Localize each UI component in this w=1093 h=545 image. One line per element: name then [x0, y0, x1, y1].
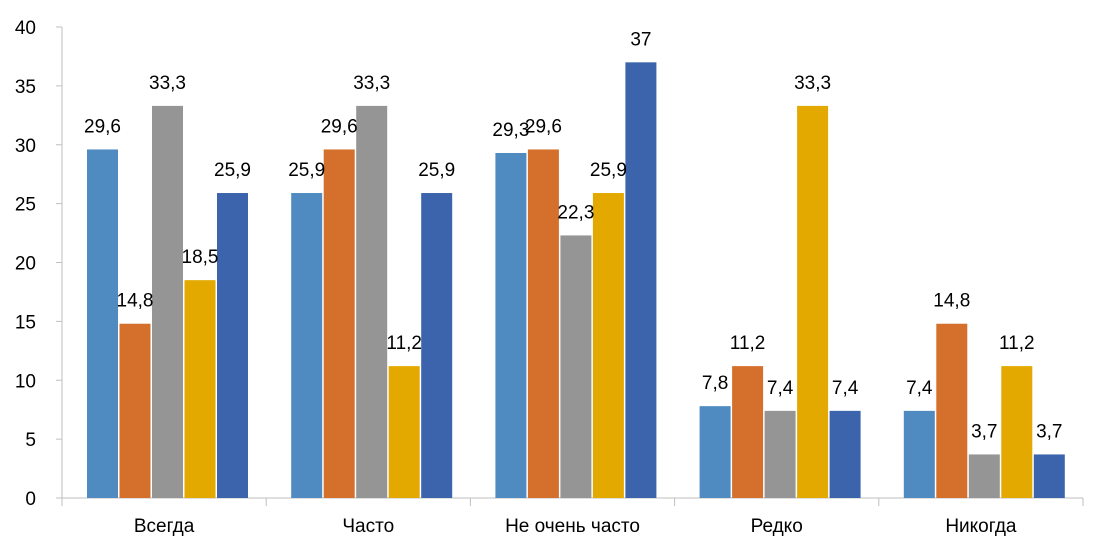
- data-label: 14,8: [933, 291, 970, 312]
- bar: [356, 105, 388, 498]
- data-label: 25,9: [590, 160, 627, 181]
- data-label: 7,4: [832, 378, 859, 399]
- y-tick-label: 0: [25, 489, 36, 510]
- data-label: 37: [630, 29, 651, 50]
- data-label: 25,9: [214, 160, 251, 181]
- x-category-label: Часто: [342, 516, 394, 537]
- y-tick-label: 40: [15, 18, 36, 39]
- x-axis: Всегда Часто Не очень часто Редко Никогда: [61, 497, 1084, 537]
- data-label: 33,3: [794, 73, 831, 94]
- bar: [829, 410, 861, 498]
- bar: [903, 410, 935, 498]
- x-category-label: Всегда: [134, 516, 195, 537]
- x-category-label: Никогда: [945, 516, 1017, 537]
- bar: [1001, 366, 1033, 498]
- data-label: 11,2: [999, 333, 1035, 354]
- bar: [1033, 454, 1065, 498]
- y-tick-label: 25: [15, 195, 36, 216]
- bar: [495, 152, 527, 498]
- y-tick-label: 30: [15, 136, 36, 157]
- bar: [699, 406, 731, 498]
- bar: [936, 323, 968, 498]
- bar: [291, 193, 323, 498]
- bar: [968, 454, 1000, 498]
- y-tick-label: 35: [15, 77, 36, 98]
- data-label: 29,3: [492, 120, 529, 141]
- y-tick-label: 20: [15, 254, 36, 275]
- bar: [152, 105, 183, 498]
- y-tick-label: 10: [15, 371, 36, 392]
- x-category-label: Не очень часто: [505, 516, 640, 537]
- data-label: 25,9: [418, 160, 455, 181]
- data-label: 7,4: [767, 378, 794, 399]
- data-label: 25,9: [288, 160, 325, 181]
- bar: [764, 410, 796, 498]
- y-tick-label: 5: [25, 430, 36, 451]
- data-label: 33,3: [149, 73, 186, 94]
- x-category-label: Редко: [751, 516, 803, 537]
- y-axis: 0 5 10 15 20 25 30 35 40: [15, 18, 63, 510]
- bar: [217, 193, 248, 498]
- data-label: 14,8: [117, 291, 154, 312]
- bars: [87, 62, 1065, 499]
- data-label: 18,5: [182, 247, 219, 268]
- bar: [527, 149, 559, 498]
- data-label: 22,3: [557, 202, 594, 223]
- bar: [119, 323, 151, 498]
- bar: [184, 280, 216, 498]
- data-label: 29,6: [84, 116, 121, 137]
- bar: [625, 62, 657, 498]
- bar: [560, 235, 592, 499]
- data-label: 7,4: [906, 378, 933, 399]
- data-label: 11,2: [386, 333, 422, 354]
- bar: [87, 149, 118, 498]
- bar: [323, 149, 355, 498]
- y-tick-label: 15: [15, 312, 36, 333]
- bar: [592, 193, 624, 498]
- data-labels: 29,6 14,8 33,3 18,5 25,9 25,9 29,6 33,3 11,2 25,9…: [84, 29, 1063, 442]
- bar: [797, 105, 829, 498]
- data-label: 33,3: [353, 73, 390, 94]
- bar: [732, 366, 764, 498]
- bar: [421, 193, 453, 498]
- data-label: 29,6: [321, 116, 358, 137]
- data-label: 3,7: [971, 421, 997, 442]
- data-label: 7,8: [702, 373, 728, 394]
- data-label: 29,6: [525, 116, 562, 137]
- bar: [388, 366, 420, 498]
- data-label: 3,7: [1036, 421, 1062, 442]
- data-label: 11,2: [730, 333, 766, 354]
